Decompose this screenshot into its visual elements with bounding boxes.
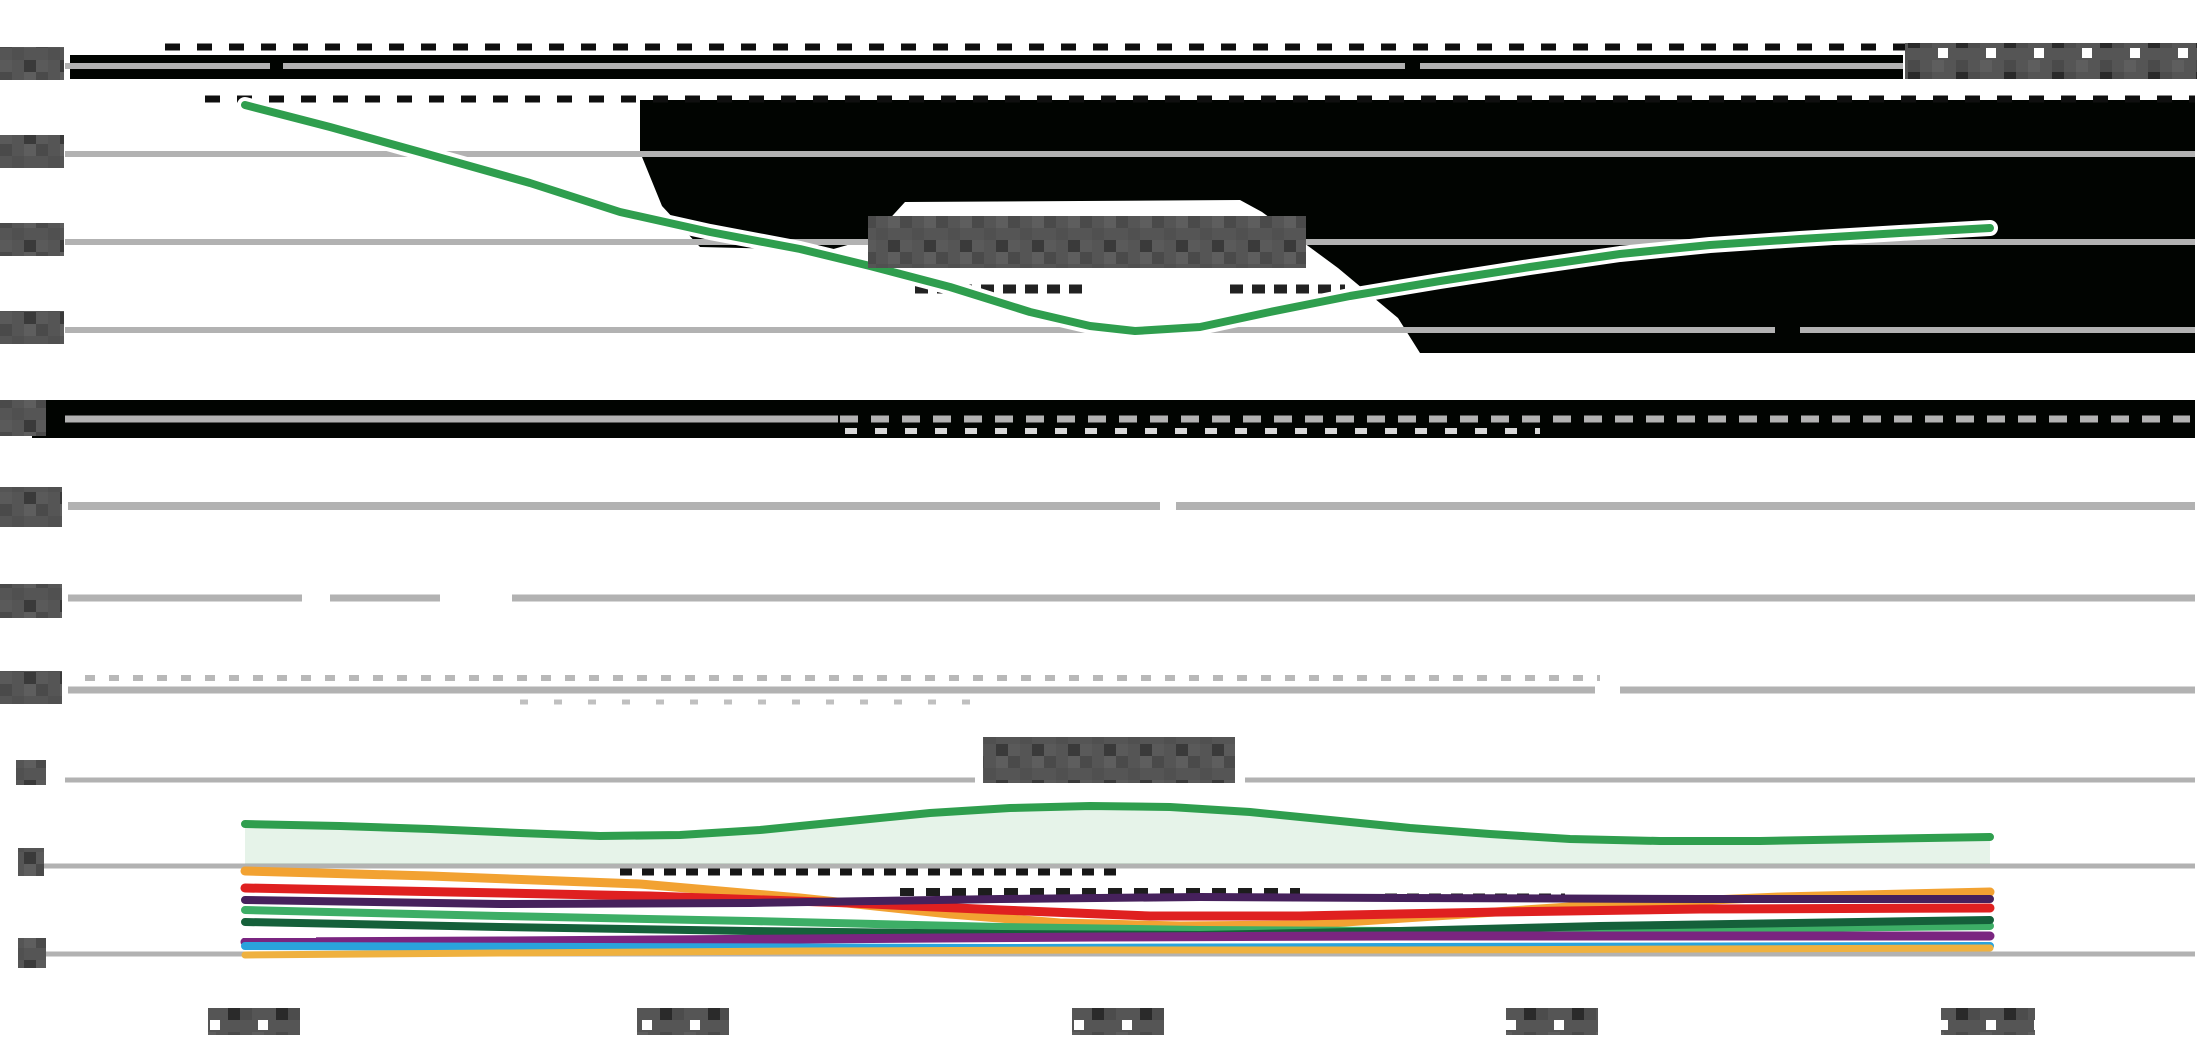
thick-green-line-area	[245, 806, 1990, 864]
x-axis-label-4-mosaic	[1506, 1008, 1598, 1035]
y-axis-label-top-3-mosaic	[0, 223, 64, 256]
y-axis-label-top-4-mosaic	[0, 311, 64, 344]
legend-mosaic[interactable]	[1905, 43, 2197, 79]
x-axis-label-5-mosaic	[1941, 1008, 2035, 1035]
y-axis-label-bot-3-mosaic	[18, 938, 46, 968]
orange-line	[240, 866, 1995, 931]
y-axis-label-mid-2-mosaic	[0, 584, 62, 618]
x-axis-label-3-mosaic	[1072, 1008, 1164, 1035]
y-axis-label-top-2-mosaic	[0, 135, 64, 168]
x-axis-label-1-mosaic	[208, 1008, 300, 1035]
dark-purple-line	[241, 893, 1994, 908]
y-axis-label-top-1-mosaic	[0, 47, 64, 80]
yellow-line	[241, 944, 1994, 959]
series-layer	[237, 97, 1998, 959]
red-line	[240, 883, 1995, 921]
y-axis-label-mid-1-mosaic	[0, 487, 62, 527]
mosaic-text-layer	[0, 43, 2197, 1035]
top-chart-black-mass	[640, 100, 2195, 353]
dark-mass-layer	[32, 55, 2195, 438]
y-axis-label-bot-1-mosaic	[16, 760, 46, 785]
green-average-line	[241, 101, 1994, 335]
x-axis-label-2-mosaic	[637, 1008, 729, 1035]
y-axis-label-mid-3-mosaic	[0, 671, 62, 704]
notch-layer	[240, 929, 316, 938]
top-chart-title-mosaic	[868, 216, 1306, 268]
bright-purple-line	[240, 931, 1995, 947]
thick-green-line	[241, 802, 1994, 845]
y-axis-label-bot-2-mosaic	[18, 848, 44, 876]
white-gap-notch	[240, 929, 316, 938]
y-axis-label-top-5-mosaic	[0, 400, 46, 436]
bottom-chart-title-mosaic	[983, 737, 1235, 783]
